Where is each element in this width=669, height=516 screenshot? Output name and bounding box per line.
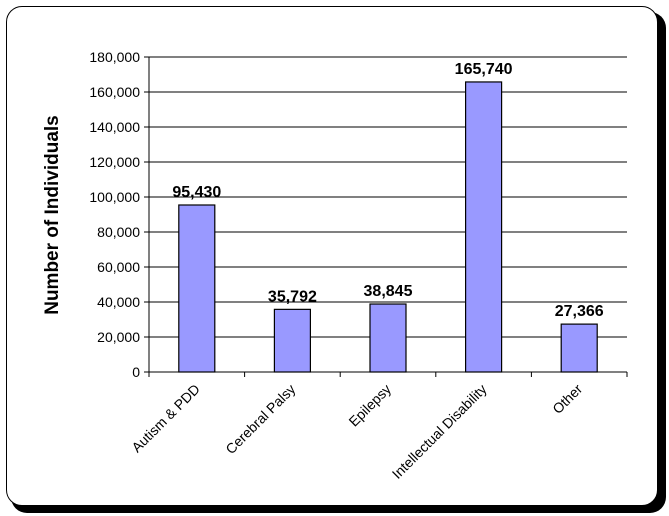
x-tick-label: Autism & PDD bbox=[128, 381, 203, 456]
gridlines bbox=[149, 56, 627, 338]
x-tick-label: Intellectual Disability bbox=[389, 381, 490, 482]
y-tick-label: 140,000 bbox=[89, 119, 140, 135]
chart-frame bbox=[6, 6, 658, 506]
axes bbox=[144, 56, 628, 377]
y-tick-label: 60,000 bbox=[97, 259, 140, 275]
bar[interactable] bbox=[560, 323, 598, 373]
x-tick-label: Cerebral Palsy bbox=[222, 381, 298, 457]
bar[interactable] bbox=[178, 204, 216, 373]
y-axis-title: Number of Individuals bbox=[42, 115, 63, 315]
labels: 0 20,000 40,000 60,000 80,000 100,000 120,000 1… bbox=[89, 49, 603, 482]
y-tick-label: 0 bbox=[132, 364, 140, 380]
data-label: 95,430 bbox=[172, 184, 221, 201]
data-label: 38,845 bbox=[364, 283, 413, 300]
data-label: 165,740 bbox=[455, 61, 513, 78]
y-tick-label: 120,000 bbox=[89, 154, 140, 170]
x-tick-label: Other bbox=[549, 381, 585, 417]
y-tick-label: 40,000 bbox=[97, 294, 140, 310]
y-tick-label: 20,000 bbox=[97, 329, 140, 345]
x-tick-label: Epilepsy bbox=[345, 381, 394, 430]
bar[interactable] bbox=[369, 303, 407, 373]
bars bbox=[178, 81, 598, 373]
y-tick-label: 80,000 bbox=[97, 224, 140, 240]
y-tick-label: 180,000 bbox=[89, 49, 140, 65]
bar[interactable] bbox=[465, 81, 503, 373]
bar[interactable] bbox=[273, 308, 311, 373]
data-label: 35,792 bbox=[268, 288, 317, 305]
y-tick-label: 100,000 bbox=[89, 189, 140, 205]
y-tick-label: 160,000 bbox=[89, 84, 140, 100]
data-label: 27,366 bbox=[555, 303, 604, 320]
